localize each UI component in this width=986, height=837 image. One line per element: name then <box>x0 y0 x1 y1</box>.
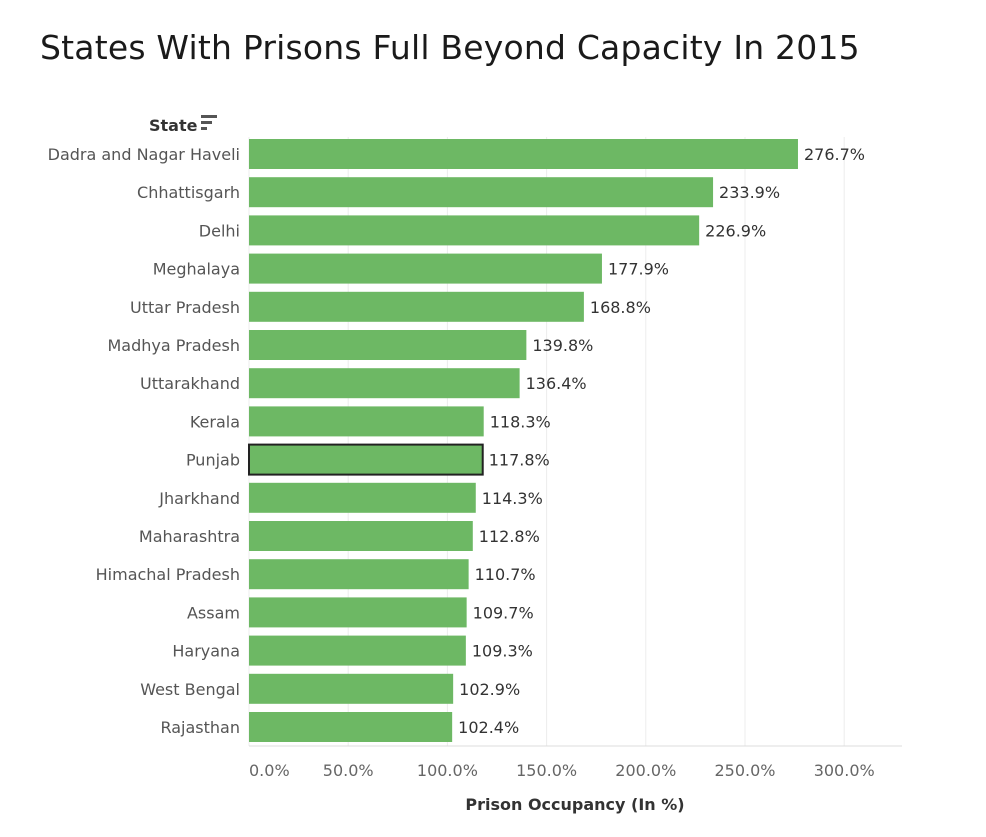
value-label: 102.9% <box>459 680 520 699</box>
category-label: Haryana <box>172 642 240 661</box>
bar-kerala[interactable] <box>249 406 484 437</box>
bar-assam[interactable] <box>249 597 467 628</box>
bar-meghalaya[interactable] <box>249 253 602 284</box>
value-label: 109.7% <box>473 603 534 622</box>
value-label: 110.7% <box>475 565 536 584</box>
category-label: Chhattisgarh <box>137 183 240 202</box>
value-label: 118.3% <box>490 412 551 431</box>
value-label: 233.9% <box>719 183 780 202</box>
x-ticks-layer: 0.0% 50.0% 100.0% 150.0% 200.0% 250.0% 300.0% <box>249 761 875 780</box>
category-label: Punjab <box>186 451 240 470</box>
x-tick-label: 150.0% <box>516 761 577 780</box>
bar-dadra-and-nagar-haveli[interactable] <box>249 139 798 169</box>
bar-rajasthan[interactable] <box>249 712 453 742</box>
value-label: 177.9% <box>608 260 669 279</box>
category-label: Uttarakhand <box>140 374 240 393</box>
bar-uttar-pradesh[interactable] <box>249 291 584 322</box>
x-tick-label: 50.0% <box>323 761 374 780</box>
bar-chhattisgarh[interactable] <box>249 177 714 208</box>
x-axis-title: Prison Occupancy (In %) <box>465 795 684 814</box>
bar-punjab[interactable] <box>248 443 484 476</box>
value-label: 114.3% <box>482 489 543 508</box>
value-label: 276.7% <box>804 145 865 164</box>
bar-west-bengal[interactable] <box>249 673 454 704</box>
x-tick-label: 0.0% <box>249 761 290 780</box>
bars-layer <box>248 139 798 742</box>
x-tick-label: 100.0% <box>417 761 478 780</box>
category-label: Assam <box>187 603 240 622</box>
value-label: 102.4% <box>458 718 519 737</box>
bar-madhya-pradesh[interactable] <box>249 330 527 360</box>
category-label: Kerala <box>190 412 240 431</box>
category-label: Delhi <box>199 221 240 240</box>
x-tick-label: 200.0% <box>615 761 676 780</box>
category-label: Uttar Pradesh <box>130 298 240 317</box>
page-title: States With Prisons Full Beyond Capacity… <box>40 28 860 67</box>
value-label: 112.8% <box>479 527 540 546</box>
bar-uttarakhand[interactable] <box>249 368 520 399</box>
x-tick-label: 300.0% <box>814 761 875 780</box>
bar-delhi[interactable] <box>249 215 700 246</box>
value-label: 109.3% <box>472 642 533 661</box>
value-label: 139.8% <box>532 336 593 355</box>
bar-maharashtra[interactable] <box>249 521 473 551</box>
category-label: Madhya Pradesh <box>108 336 241 355</box>
bar-himachal-pradesh[interactable] <box>249 559 469 590</box>
category-label: Rajasthan <box>160 718 240 737</box>
labels-layer: Dadra and Nagar Haveli 276.7% Chhattisgarh… <box>48 145 865 737</box>
category-label: Meghalaya <box>153 260 240 279</box>
category-label: West Bengal <box>140 680 240 699</box>
bar-haryana[interactable] <box>249 635 466 666</box>
value-label: 168.8% <box>590 298 651 317</box>
category-label: Dadra and Nagar Haveli <box>48 145 240 164</box>
value-label: 226.9% <box>705 221 766 240</box>
sort-descending-icon[interactable] <box>201 115 217 130</box>
category-label: Maharashtra <box>139 527 240 546</box>
value-label: 136.4% <box>526 374 587 393</box>
x-tick-label: 250.0% <box>714 761 775 780</box>
category-label: Himachal Pradesh <box>96 565 240 584</box>
bar-jharkhand[interactable] <box>249 482 476 513</box>
y-axis-title: State <box>149 116 198 135</box>
category-label: Jharkhand <box>158 489 240 508</box>
value-label: 117.8% <box>489 451 550 470</box>
